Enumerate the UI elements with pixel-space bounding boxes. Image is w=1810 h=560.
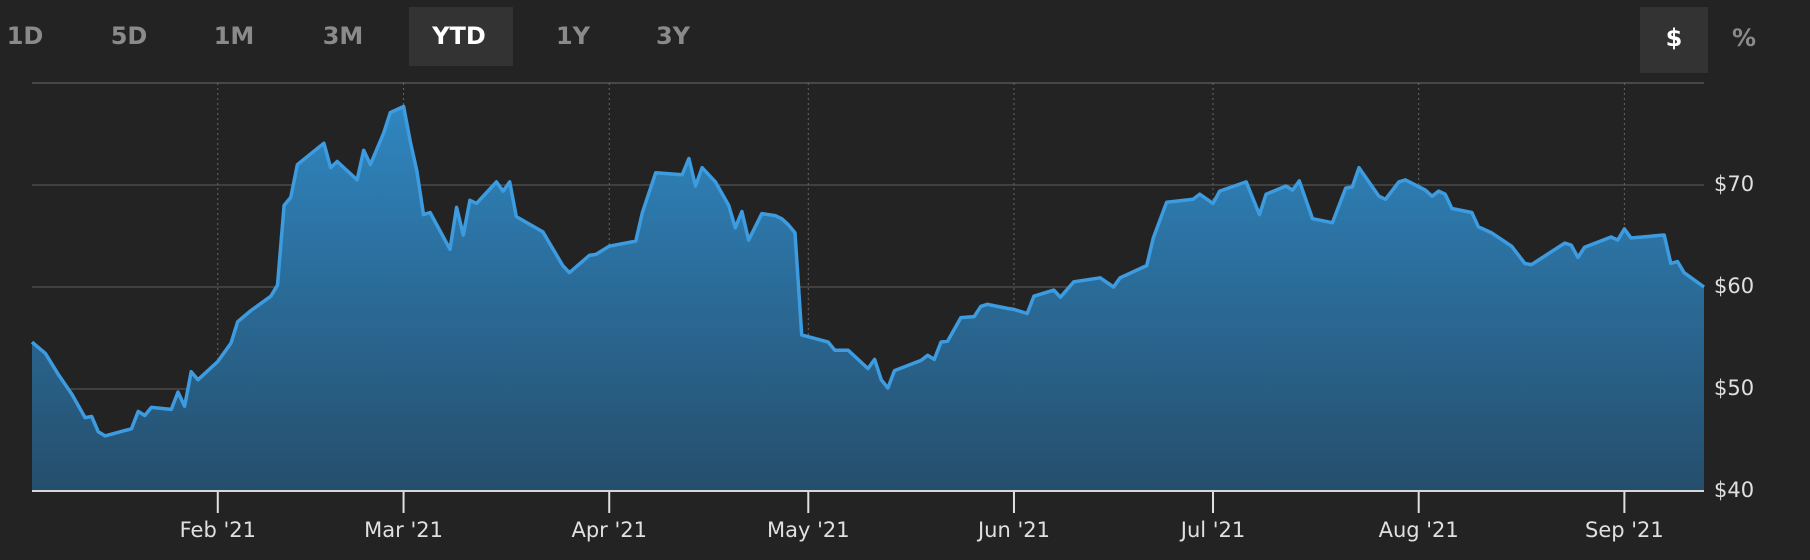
x-tick-label: Apr '21 xyxy=(571,518,647,542)
tab[interactable]: 3M xyxy=(323,22,364,50)
tab[interactable]: 3Y xyxy=(656,22,691,50)
x-tick-label: Jul '21 xyxy=(1179,518,1246,542)
x-tick-label: Sep '21 xyxy=(1585,518,1664,542)
axes: $40 $50 $60 $70 Feb '21 Mar '21 Apr '21 May '21… xyxy=(32,172,1754,542)
unit-toggle[interactable]: $ xyxy=(1666,24,1683,52)
y-tick-label: $60 xyxy=(1714,274,1754,298)
tab[interactable]: 1Y xyxy=(556,22,591,50)
x-tick-label: Jun '21 xyxy=(976,518,1050,542)
tab-highlight xyxy=(409,7,513,66)
area-fill xyxy=(32,106,1704,491)
tab-bar: 1D 5D 1M 3M YTD 1Y 3Y $% xyxy=(7,7,1756,73)
y-tick-label: $70 xyxy=(1714,172,1754,196)
plot-area xyxy=(30,104,1706,491)
x-tick-label: Aug '21 xyxy=(1379,518,1459,542)
unit-toggle[interactable]: % xyxy=(1732,24,1756,52)
unit-highlight xyxy=(1640,7,1708,73)
x-tick-label: Feb '21 xyxy=(180,518,256,542)
y-tick-label: $50 xyxy=(1714,376,1754,400)
tab[interactable]: 1D xyxy=(7,22,44,50)
tab[interactable]: YTD xyxy=(431,22,486,50)
x-tick-label: May '21 xyxy=(767,518,850,542)
x-tick-label: Mar '21 xyxy=(364,518,443,542)
price-line xyxy=(30,104,1706,438)
tab[interactable]: 1M xyxy=(214,22,255,50)
y-tick-label: $40 xyxy=(1714,478,1754,502)
tab[interactable]: 5D xyxy=(111,22,148,50)
